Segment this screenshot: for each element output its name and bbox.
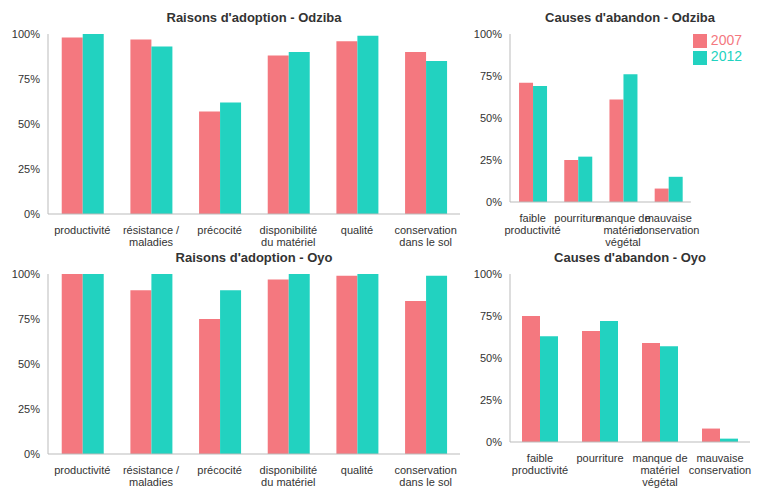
svg-text:25%: 25% — [18, 403, 40, 415]
svg-text:100%: 100% — [474, 268, 502, 280]
html-text:Raisons d'adoption - Oyo: Raisons d'adoption - Oyo — [175, 250, 333, 265]
html-text:Raisons d'adoption - Odziba: Raisons d'adoption - Odziba — [166, 10, 342, 25]
svg-text:disponibilitédu matériel: disponibilitédu matériel — [260, 224, 317, 248]
html-text:matériel: matériel — [603, 224, 643, 236]
svg-text:faibleproductivité: faibleproductivité — [504, 212, 560, 236]
svg-text:25%: 25% — [480, 154, 502, 166]
svg-text:faibleproductivité: faibleproductivité — [512, 452, 568, 476]
svg-text:100%: 100% — [12, 268, 40, 280]
svg-text:disponibilitédu matériel: disponibilitédu matériel — [260, 464, 317, 488]
svg-text:25%: 25% — [18, 163, 40, 175]
svg-text:100%: 100% — [474, 28, 502, 40]
svg-text:résistance /maladies: résistance /maladies — [123, 464, 180, 488]
svg-text:0%: 0% — [24, 208, 40, 220]
svg-text:pourriture: pourriture — [554, 212, 601, 224]
svg-text:mauvaiseconservation: mauvaiseconservation — [637, 212, 699, 236]
svg-text:précocité: précocité — [197, 224, 242, 236]
svg-text:0%: 0% — [486, 196, 502, 208]
svg-text:conservationdans le sol: conservationdans le sol — [394, 224, 456, 248]
html-text:2012: 2012 — [710, 48, 742, 65]
html-text:Causes d'abandon - Odziba: Causes d'abandon - Odziba — [545, 10, 715, 25]
html-text:2007: 2007 — [710, 32, 742, 48]
svg-text:50%: 50% — [480, 352, 502, 364]
svg-text:conservationdans le sol: conservationdans le sol — [394, 464, 456, 488]
svg-text:25%: 25% — [480, 394, 502, 406]
svg-text:50%: 50% — [18, 118, 40, 130]
svg-text:75%: 75% — [18, 73, 40, 85]
svg-text:productivité: productivité — [54, 464, 110, 476]
svg-text:100%: 100% — [12, 28, 40, 40]
html-text:Causes d'abandon - Oyo: Causes d'abandon - Oyo — [554, 250, 706, 265]
svg-text:mauvaiseconservation: mauvaiseconservation — [689, 452, 751, 476]
svg-text:précocité: précocité — [197, 464, 242, 476]
svg-text:qualité: qualité — [341, 224, 373, 236]
svg-text:0%: 0% — [24, 448, 40, 460]
svg-text:50%: 50% — [18, 358, 40, 370]
svg-text:résistance /maladies: résistance /maladies — [123, 224, 180, 248]
svg-text:productivité: productivité — [54, 224, 110, 236]
svg-text:0%: 0% — [486, 436, 502, 448]
svg-text:50%: 50% — [480, 112, 502, 124]
html-text:végétal: végétal — [605, 236, 641, 248]
svg-text:pourriture: pourriture — [576, 452, 623, 464]
svg-text:qualité: qualité — [341, 464, 373, 476]
html-text:manque de: manque de — [595, 212, 651, 224]
svg-text:75%: 75% — [480, 70, 502, 82]
svg-text:manque dematérielvégétal: manque dematérielvégétal — [632, 452, 687, 488]
svg-text:75%: 75% — [18, 313, 40, 325]
svg-text:75%: 75% — [480, 310, 502, 322]
